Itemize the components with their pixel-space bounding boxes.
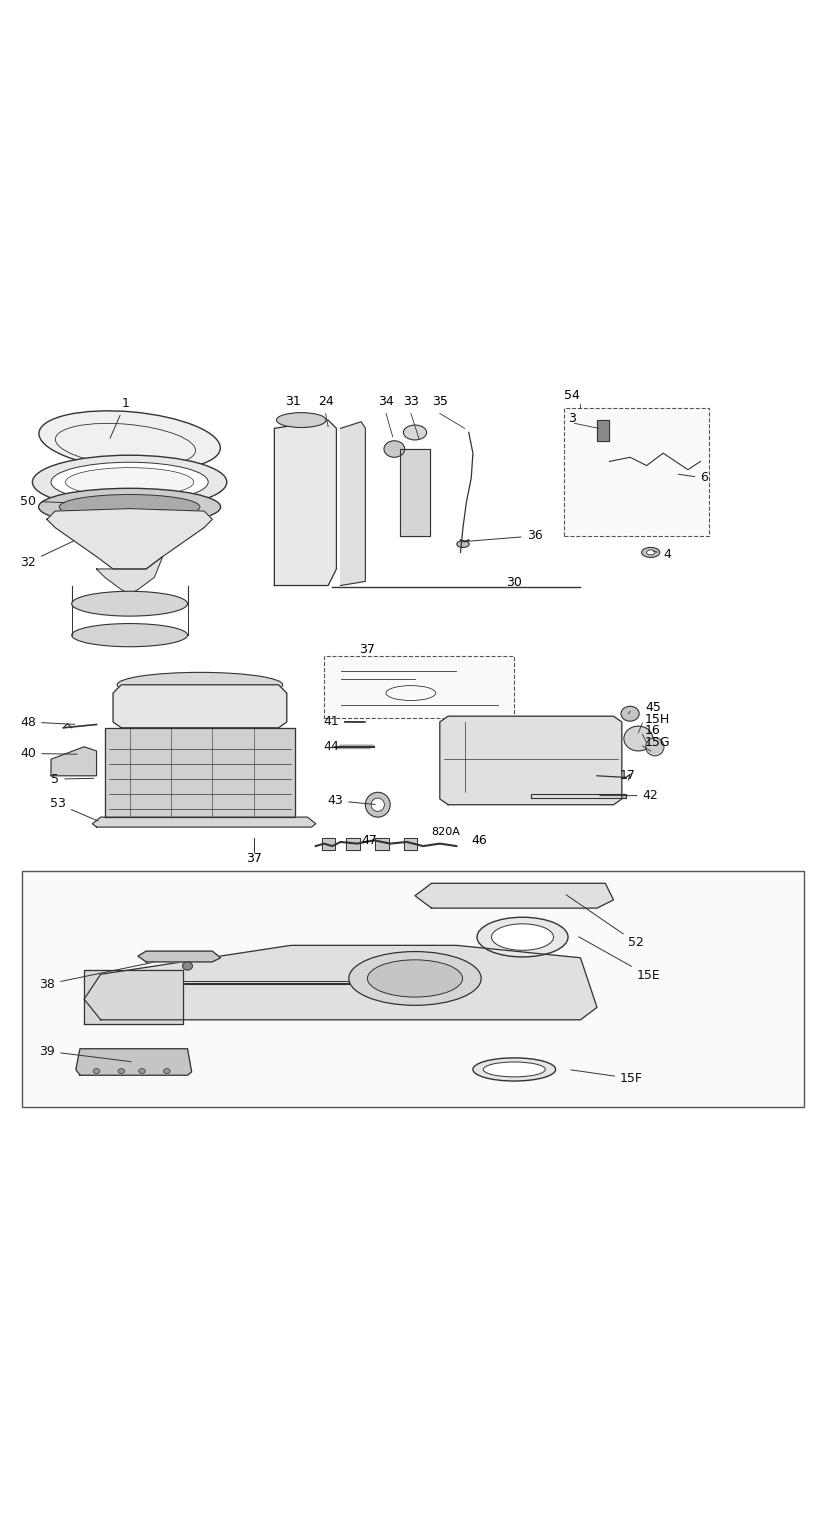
FancyBboxPatch shape bbox=[324, 655, 515, 718]
Ellipse shape bbox=[473, 1058, 555, 1081]
Polygon shape bbox=[321, 838, 334, 850]
Ellipse shape bbox=[642, 548, 660, 557]
Ellipse shape bbox=[276, 413, 326, 428]
Ellipse shape bbox=[39, 411, 220, 471]
Text: 54: 54 bbox=[564, 390, 580, 402]
Polygon shape bbox=[92, 817, 315, 827]
Text: 53: 53 bbox=[50, 797, 98, 821]
Text: 46: 46 bbox=[471, 835, 487, 847]
Ellipse shape bbox=[457, 540, 469, 548]
Ellipse shape bbox=[384, 441, 405, 457]
Text: 41: 41 bbox=[323, 715, 363, 728]
Ellipse shape bbox=[32, 456, 227, 510]
Text: 6: 6 bbox=[678, 471, 708, 485]
Text: 15E: 15E bbox=[579, 936, 661, 982]
Ellipse shape bbox=[71, 623, 188, 646]
Polygon shape bbox=[336, 744, 374, 749]
Polygon shape bbox=[340, 422, 365, 585]
Ellipse shape bbox=[51, 462, 208, 502]
Polygon shape bbox=[113, 685, 287, 728]
Text: 44: 44 bbox=[323, 740, 339, 754]
Text: 15G: 15G bbox=[645, 735, 671, 749]
Ellipse shape bbox=[39, 488, 221, 525]
Polygon shape bbox=[440, 717, 622, 804]
Text: 37: 37 bbox=[246, 852, 261, 864]
Ellipse shape bbox=[66, 468, 193, 497]
Text: 50: 50 bbox=[20, 494, 65, 508]
Ellipse shape bbox=[466, 777, 481, 787]
Text: 34: 34 bbox=[378, 394, 394, 408]
Text: 45: 45 bbox=[645, 701, 661, 714]
Text: 47: 47 bbox=[361, 834, 377, 847]
Ellipse shape bbox=[621, 706, 639, 721]
Text: 33: 33 bbox=[403, 394, 419, 408]
Ellipse shape bbox=[365, 792, 390, 817]
Text: 17: 17 bbox=[620, 769, 636, 783]
Ellipse shape bbox=[624, 726, 653, 751]
Text: 3: 3 bbox=[568, 411, 576, 425]
Polygon shape bbox=[346, 838, 359, 850]
Text: 31: 31 bbox=[285, 394, 300, 408]
Polygon shape bbox=[76, 1048, 192, 1074]
Text: 1: 1 bbox=[110, 398, 129, 437]
Ellipse shape bbox=[646, 738, 664, 755]
Text: 52: 52 bbox=[566, 895, 644, 949]
Text: 40: 40 bbox=[20, 748, 77, 760]
Ellipse shape bbox=[483, 1062, 545, 1078]
Text: 16: 16 bbox=[645, 725, 661, 737]
Ellipse shape bbox=[477, 918, 568, 956]
Text: 4: 4 bbox=[653, 548, 671, 560]
Polygon shape bbox=[84, 946, 597, 1019]
Text: 35: 35 bbox=[432, 394, 447, 408]
Ellipse shape bbox=[139, 1068, 145, 1073]
Polygon shape bbox=[84, 970, 183, 1024]
Polygon shape bbox=[597, 421, 609, 441]
Polygon shape bbox=[375, 838, 388, 850]
Polygon shape bbox=[404, 838, 417, 850]
Text: 15F: 15F bbox=[571, 1070, 643, 1085]
Ellipse shape bbox=[371, 798, 384, 812]
Text: 37: 37 bbox=[359, 643, 374, 657]
Polygon shape bbox=[275, 421, 336, 585]
Text: 39: 39 bbox=[39, 1045, 131, 1062]
Ellipse shape bbox=[491, 924, 554, 950]
Ellipse shape bbox=[118, 1068, 124, 1073]
Polygon shape bbox=[138, 952, 221, 962]
Ellipse shape bbox=[71, 591, 188, 616]
Text: 5: 5 bbox=[51, 772, 94, 786]
Polygon shape bbox=[105, 728, 295, 817]
Text: 15H: 15H bbox=[645, 712, 670, 726]
FancyBboxPatch shape bbox=[564, 408, 709, 536]
Text: 38: 38 bbox=[39, 956, 181, 990]
Text: 43: 43 bbox=[327, 794, 375, 807]
Ellipse shape bbox=[183, 962, 193, 970]
Text: 32: 32 bbox=[21, 542, 73, 569]
Ellipse shape bbox=[368, 959, 462, 998]
Text: 820A: 820A bbox=[432, 827, 461, 837]
Polygon shape bbox=[46, 508, 212, 569]
Ellipse shape bbox=[93, 1068, 100, 1073]
Ellipse shape bbox=[117, 672, 283, 697]
Polygon shape bbox=[531, 794, 626, 798]
Ellipse shape bbox=[164, 1068, 170, 1073]
Polygon shape bbox=[415, 883, 613, 909]
Ellipse shape bbox=[59, 494, 200, 519]
FancyBboxPatch shape bbox=[22, 870, 803, 1107]
Text: 42: 42 bbox=[600, 789, 658, 803]
Ellipse shape bbox=[349, 952, 481, 1005]
Ellipse shape bbox=[403, 425, 427, 441]
Text: 36: 36 bbox=[466, 530, 543, 542]
Text: 24: 24 bbox=[318, 394, 334, 408]
Polygon shape bbox=[51, 748, 96, 775]
Polygon shape bbox=[400, 450, 430, 536]
Ellipse shape bbox=[647, 550, 655, 556]
Text: 30: 30 bbox=[506, 576, 522, 588]
Text: 48: 48 bbox=[20, 715, 75, 729]
Polygon shape bbox=[96, 557, 163, 594]
